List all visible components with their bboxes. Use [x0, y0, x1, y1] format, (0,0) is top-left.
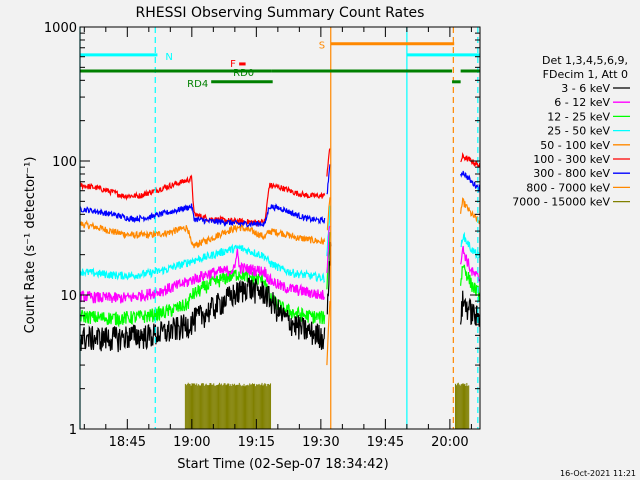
y-tick-label: 1 — [69, 423, 77, 438]
x-tick-label: 19:45 — [367, 435, 404, 450]
flag-label: RD4 — [187, 79, 208, 90]
series-line — [460, 264, 480, 301]
x-tick-label: 19:00 — [173, 435, 210, 450]
y-tick-label: 10 — [60, 289, 77, 304]
legend-entry-label: 800 - 7000 keV — [526, 181, 610, 194]
series-layer — [80, 148, 480, 366]
axes: 1 10 100 1000 18:45 19:00 19:15 19:30 19:45 20:00 — [44, 21, 481, 450]
flag-label: N — [165, 52, 172, 63]
series-line — [326, 164, 331, 195]
bars-7000-15000-layer — [184, 382, 470, 429]
series-line — [460, 197, 480, 225]
series-line — [80, 219, 326, 249]
y-tick-label: 100 — [52, 155, 77, 170]
legend-entry-label: 6 - 12 keV — [554, 96, 610, 109]
flag-label: F — [230, 59, 236, 70]
legend-header-line-1: Det 1,3,4,5,6,9, — [542, 54, 628, 67]
x-tick-label: 18:45 — [109, 435, 146, 450]
series-line — [80, 248, 326, 304]
series-line — [460, 152, 480, 168]
series-line — [80, 203, 326, 228]
legend-entry-label: 3 - 6 keV — [561, 82, 610, 95]
series-line — [326, 300, 331, 366]
y-axis-label: Count Rate (s⁻¹ detector⁻¹) — [23, 157, 38, 334]
x-tick-label: 20:00 — [431, 435, 468, 450]
flag-label: S — [319, 41, 325, 52]
legend-entry-label: 300 - 800 keV — [533, 167, 610, 180]
legend-entry-label: 12 - 25 keV — [547, 110, 610, 123]
series-line — [326, 148, 331, 177]
flag-label: RD0 — [233, 68, 254, 79]
legend-entry-label: 100 - 300 keV — [533, 153, 610, 166]
series-line — [460, 245, 480, 282]
legend-header-line-2: FDecim 1, Att 0 — [543, 68, 628, 81]
legend-entry-label: 7000 - 15000 keV — [512, 196, 610, 209]
x-tick-label: 19:30 — [302, 435, 339, 450]
footer-timestamp: 16-Oct-2021 11:21 — [560, 469, 636, 478]
y-axis-label-group: Count Rate (s⁻¹ detector⁻¹) — [23, 157, 38, 334]
series-line — [326, 225, 331, 273]
legend-entry-label: 25 - 50 keV — [547, 125, 610, 138]
legend-entry-label: 50 - 100 keV — [540, 139, 610, 152]
legend: Det 1,3,4,5,6,9, FDecim 1, Att 0 3 - 6 k… — [512, 54, 630, 209]
x-tick-label: 19:15 — [238, 435, 275, 450]
x-axis-label: Start Time (02-Sep-07 18:34:42) — [177, 457, 388, 472]
series-line — [460, 290, 480, 327]
series-line — [460, 231, 480, 259]
series-line — [80, 277, 326, 353]
series-line — [326, 197, 331, 231]
y-tick-label: 1000 — [44, 21, 77, 36]
plot-frame — [79, 26, 481, 430]
series-line — [460, 170, 480, 193]
series-line — [80, 243, 326, 284]
chart-title: RHESSI Observing Summary Count Rates — [136, 5, 425, 21]
